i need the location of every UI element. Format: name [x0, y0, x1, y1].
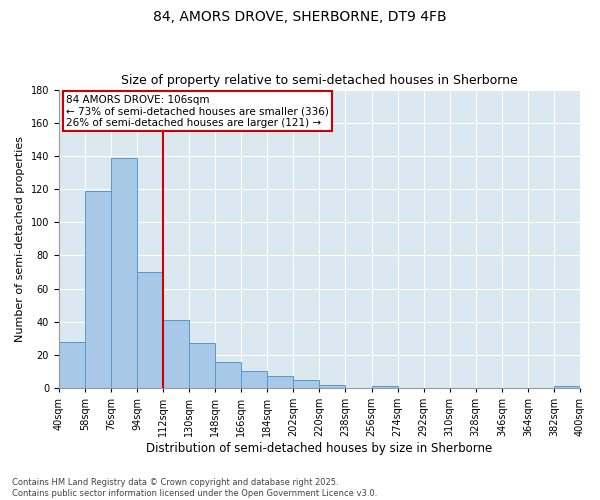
Bar — [293, 380, 319, 388]
Bar — [267, 376, 293, 388]
X-axis label: Distribution of semi-detached houses by size in Sherborne: Distribution of semi-detached houses by … — [146, 442, 493, 455]
Bar — [163, 320, 189, 388]
Bar — [111, 158, 137, 388]
Y-axis label: Number of semi-detached properties: Number of semi-detached properties — [15, 136, 25, 342]
Bar — [189, 344, 215, 388]
Bar — [241, 372, 267, 388]
Bar — [215, 362, 241, 388]
Bar — [137, 272, 163, 388]
Bar — [85, 190, 111, 388]
Text: 84 AMORS DROVE: 106sqm
← 73% of semi-detached houses are smaller (336)
26% of se: 84 AMORS DROVE: 106sqm ← 73% of semi-det… — [66, 94, 329, 128]
Title: Size of property relative to semi-detached houses in Sherborne: Size of property relative to semi-detach… — [121, 74, 518, 87]
Bar — [371, 386, 398, 388]
Bar — [59, 342, 85, 388]
Text: 84, AMORS DROVE, SHERBORNE, DT9 4FB: 84, AMORS DROVE, SHERBORNE, DT9 4FB — [153, 10, 447, 24]
Bar — [319, 384, 346, 388]
Bar — [554, 386, 580, 388]
Text: Contains HM Land Registry data © Crown copyright and database right 2025.
Contai: Contains HM Land Registry data © Crown c… — [12, 478, 377, 498]
